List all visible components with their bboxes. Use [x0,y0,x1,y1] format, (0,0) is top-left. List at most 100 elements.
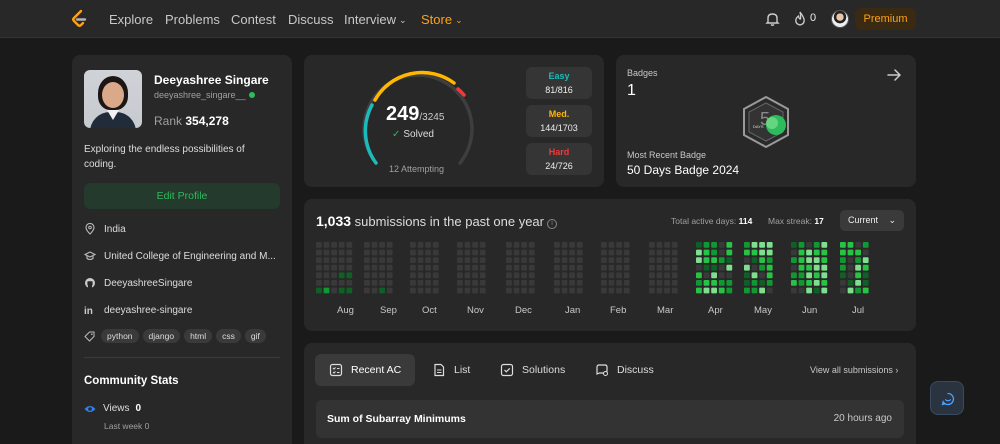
heatmap-cell[interactable] [386,242,393,248]
heatmap-cell[interactable] [759,264,765,271]
view-all-submissions-link[interactable]: View all submissions › [810,365,898,375]
heatmap-cell[interactable] [506,257,512,263]
bell-icon[interactable] [765,11,780,27]
heatmap-cell[interactable] [821,287,828,294]
heatmap-cell[interactable] [847,242,854,248]
heatmap-cell[interactable] [554,280,560,286]
heatmap-cell[interactable] [601,257,607,263]
heatmap-cell[interactable] [346,242,353,248]
heatmap-cell[interactable] [379,264,385,271]
heatmap-cell[interactable] [425,257,431,263]
heatmap-cell[interactable] [528,242,535,248]
heatmap-cell[interactable] [855,242,861,248]
heatmap-cell[interactable] [840,264,846,271]
heatmap-cell[interactable] [798,264,805,271]
heatmap-cell[interactable] [346,287,353,294]
nav-store[interactable]: Store ⌄ [421,12,463,27]
heatmap-cell[interactable] [521,257,527,263]
heatmap-cell[interactable] [417,249,424,256]
heatmap-cell[interactable] [386,280,393,286]
heatmap-cell[interactable] [623,272,630,279]
heatmap-cell[interactable] [806,280,812,286]
heatmap-cell[interactable] [821,249,828,256]
heatmap-cell[interactable] [744,280,750,286]
heatmap-cell[interactable] [744,257,750,263]
heatmap-cell[interactable] [806,257,812,263]
heatmap-cell[interactable] [346,272,353,279]
heatmap-cell[interactable] [766,280,773,286]
heatmap-cell[interactable] [751,264,758,271]
flame-icon[interactable] [794,11,806,26]
heatmap-cell[interactable] [576,242,583,248]
heatmap-cell[interactable] [656,264,663,271]
heatmap-cell[interactable] [744,272,750,279]
heatmap-cell[interactable] [759,287,765,294]
tab-list[interactable]: List [432,354,470,386]
heatmap-cell[interactable] [323,280,330,286]
heatmap-cell[interactable] [711,242,717,248]
heatmap-cell[interactable] [649,242,655,248]
heatmap-cell[interactable] [664,272,670,279]
heatmap-cell[interactable] [464,249,471,256]
info-icon[interactable]: i [546,219,557,229]
submission-row[interactable]: Sum of Subarray Minimums 20 hours ago [316,400,904,438]
heatmap-cell[interactable] [726,264,733,271]
heatmap-cell[interactable] [608,257,615,263]
heatmap-cell[interactable] [664,257,670,263]
heatmap-cell[interactable] [608,242,615,248]
heatmap-cell[interactable] [855,264,861,271]
heatmap-cell[interactable] [862,257,869,263]
heatmap-cell[interactable] [464,264,471,271]
heatmap-cell[interactable] [759,272,765,279]
heatmap-cell[interactable] [744,242,750,248]
heatmap-cell[interactable] [623,257,630,263]
heatmap-cell[interactable] [371,280,378,286]
heatmap-cell[interactable] [696,242,702,248]
heatmap-cell[interactable] [513,249,520,256]
heatmap-cell[interactable] [616,272,622,279]
heatmap-cell[interactable] [813,257,820,263]
heatmap-cell[interactable] [554,287,560,294]
hard-stat[interactable]: Hard 24/726 [526,143,592,175]
heatmap-cell[interactable] [671,257,678,263]
heatmap-cell[interactable] [671,280,678,286]
heatmap-cell[interactable] [346,280,353,286]
heatmap-cell[interactable] [766,287,773,294]
premium-button[interactable]: Premium [855,8,916,30]
heatmap-cell[interactable] [457,287,463,294]
heatmap-cell[interactable] [791,280,797,286]
heatmap-cell[interactable] [528,264,535,271]
heatmap-cell[interactable] [554,272,560,279]
heatmap-cell[interactable] [847,257,854,263]
heatmap-cell[interactable] [798,272,805,279]
heatmap-cell[interactable] [521,272,527,279]
heatmap-cell[interactable] [855,257,861,263]
heatmap-cell[interactable] [479,242,486,248]
heatmap-cell[interactable] [703,272,710,279]
heatmap-cell[interactable] [457,249,463,256]
heatmap-cell[interactable] [847,280,854,286]
heatmap-cell[interactable] [432,249,439,256]
heatmap-cell[interactable] [417,257,424,263]
heatmap-cell[interactable] [472,264,478,271]
heatmap-cell[interactable] [696,280,702,286]
medium-stat[interactable]: Med. 144/1703 [526,105,592,137]
heatmap-cell[interactable] [561,264,568,271]
heatmap-cell[interactable] [656,272,663,279]
heatmap-cell[interactable] [601,280,607,286]
heatmap-cell[interactable] [806,264,812,271]
heatmap-cell[interactable] [798,249,805,256]
heatmap-cell[interactable] [718,257,725,263]
heatmap-cell[interactable] [457,257,463,263]
heatmap-cell[interactable] [316,249,322,256]
heatmap-cell[interactable] [759,242,765,248]
arrow-right-icon[interactable] [886,67,902,83]
heatmap-cell[interactable] [616,264,622,271]
heatmap-cell[interactable] [425,242,431,248]
heatmap-cell[interactable] [862,272,869,279]
heatmap-cell[interactable] [696,287,702,294]
skill-tag[interactable]: python [101,329,139,343]
heatmap-cell[interactable] [425,264,431,271]
heatmap-cell[interactable] [371,287,378,294]
heatmap-cell[interactable] [744,287,750,294]
